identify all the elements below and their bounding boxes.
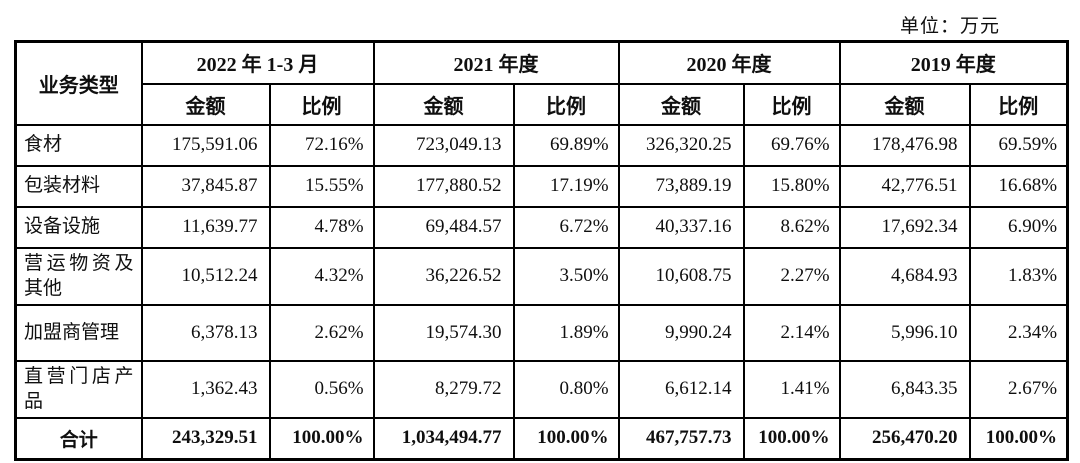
ratio-cell: 4.78%: [268, 205, 375, 249]
col-header-ratio: 比例: [268, 82, 375, 126]
amount-cell: 8,279.72: [372, 359, 515, 420]
col-header-ratio: 比例: [742, 82, 841, 126]
col-header-period-2022: 2022 年 1-3 月: [140, 40, 375, 85]
amount-cell: 6,378.13: [140, 303, 271, 362]
ratio-cell: 6.90%: [968, 205, 1069, 249]
amount-cell: 42,776.51: [838, 164, 971, 208]
table-row: 营运物资及其他 10,512.24 4.32% 36,226.52 3.50% …: [14, 246, 1069, 306]
ratio-cell: 15.55%: [268, 164, 375, 208]
amount-cell: 73,889.19: [617, 164, 745, 208]
ratio-cell: 6.72%: [512, 205, 620, 249]
amount-cell: 175,591.06: [140, 123, 271, 167]
total-ratio-cell: 100.00%: [742, 417, 841, 461]
total-amount-cell: 256,470.20: [838, 417, 971, 461]
ratio-cell: 16.68%: [968, 164, 1069, 208]
amount-cell: 177,880.52: [372, 164, 515, 208]
business-type-cell: 加盟商管理: [14, 303, 143, 362]
business-type-cell: 包装材料: [14, 164, 143, 208]
ratio-cell: 1.41%: [742, 359, 841, 420]
col-header-period-2020: 2020 年度: [617, 40, 841, 85]
business-revenue-table: 业务类型 2022 年 1-3 月 2021 年度 2020 年度 2019 年…: [14, 40, 1070, 461]
total-ratio-cell: 100.00%: [268, 417, 375, 461]
ratio-cell: 0.56%: [268, 359, 375, 420]
amount-cell: 9,990.24: [617, 303, 745, 362]
amount-cell: 5,996.10: [838, 303, 971, 362]
col-header-ratio: 比例: [512, 82, 620, 126]
amount-cell: 17,692.34: [838, 205, 971, 249]
amount-cell: 19,574.30: [372, 303, 515, 362]
ratio-cell: 69.89%: [512, 123, 620, 167]
ratio-cell: 17.19%: [512, 164, 620, 208]
amount-cell: 723,049.13: [372, 123, 515, 167]
amount-cell: 10,512.24: [140, 246, 271, 306]
total-amount-cell: 1,034,494.77: [372, 417, 515, 461]
col-header-period-2019: 2019 年度: [838, 40, 1069, 85]
ratio-cell: 0.80%: [512, 359, 620, 420]
col-header-amount: 金额: [140, 82, 271, 126]
amount-cell: 11,639.77: [140, 205, 271, 249]
amount-cell: 6,612.14: [617, 359, 745, 420]
ratio-cell: 3.50%: [512, 246, 620, 306]
total-row: 合计 243,329.51 100.00% 1,034,494.77 100.0…: [14, 417, 1069, 461]
business-type-cell: 食材: [14, 123, 143, 167]
amount-cell: 40,337.16: [617, 205, 745, 249]
table-row: 包装材料 37,845.87 15.55% 177,880.52 17.19% …: [14, 164, 1069, 208]
unit-label: 单位：万元: [899, 16, 1000, 37]
ratio-cell: 1.89%: [512, 303, 620, 362]
table-row: 设备设施 11,639.77 4.78% 69,484.57 6.72% 40,…: [14, 205, 1069, 249]
ratio-cell: 2.62%: [268, 303, 375, 362]
subheader-row: 金额 比例 金额 比例 金额 比例 金额 比例: [16, 82, 1069, 126]
amount-cell: 36,226.52: [372, 246, 515, 306]
amount-cell: 37,845.87: [140, 164, 271, 208]
ratio-cell: 2.14%: [742, 303, 841, 362]
period-header-row: 业务类型 2022 年 1-3 月 2021 年度 2020 年度 2019 年…: [14, 40, 1069, 126]
business-type-cell: 设备设施: [14, 205, 143, 249]
amount-cell: 326,320.25: [617, 123, 745, 167]
col-header-amount: 金额: [372, 82, 515, 126]
business-type-cell: 营运物资及其他: [14, 246, 143, 306]
ratio-cell: 2.67%: [968, 359, 1069, 420]
amount-cell: 1,362.43: [140, 359, 271, 420]
ratio-cell: 1.83%: [968, 246, 1069, 306]
ratio-cell: 15.80%: [742, 164, 841, 208]
table-row: 直营门店产品 1,362.43 0.56% 8,279.72 0.80% 6,6…: [14, 359, 1069, 420]
col-header-business-type: 业务类型: [14, 40, 143, 126]
ratio-cell: 2.27%: [742, 246, 841, 306]
total-amount-cell: 243,329.51: [140, 417, 271, 461]
ratio-cell: 8.62%: [742, 205, 841, 249]
ratio-cell: 69.76%: [742, 123, 841, 167]
table-row: 食材 175,591.06 72.16% 723,049.13 69.89% 3…: [14, 123, 1069, 167]
table-body: 食材 175,591.06 72.16% 723,049.13 69.89% 3…: [14, 123, 1069, 420]
ratio-cell: 72.16%: [268, 123, 375, 167]
table-row: 加盟商管理 6,378.13 2.62% 19,574.30 1.89% 9,9…: [14, 303, 1069, 362]
amount-cell: 10,608.75: [617, 246, 745, 306]
amount-cell: 4,684.93: [838, 246, 971, 306]
business-type-cell: 直营门店产品: [14, 359, 143, 420]
total-label-cell: 合计: [14, 417, 143, 461]
ratio-cell: 2.34%: [968, 303, 1069, 362]
ratio-cell: 4.32%: [268, 246, 375, 306]
ratio-cell: 69.59%: [968, 123, 1069, 167]
col-header-period-2021: 2021 年度: [372, 40, 620, 85]
total-ratio-cell: 100.00%: [512, 417, 620, 461]
col-header-amount: 金额: [617, 82, 745, 126]
col-header-ratio: 比例: [968, 82, 1069, 126]
col-header-amount: 金额: [838, 82, 971, 126]
amount-cell: 69,484.57: [372, 205, 515, 249]
amount-cell: 6,843.35: [838, 359, 971, 420]
amount-cell: 178,476.98: [838, 123, 971, 167]
total-ratio-cell: 100.00%: [968, 417, 1069, 461]
total-amount-cell: 467,757.73: [617, 417, 745, 461]
